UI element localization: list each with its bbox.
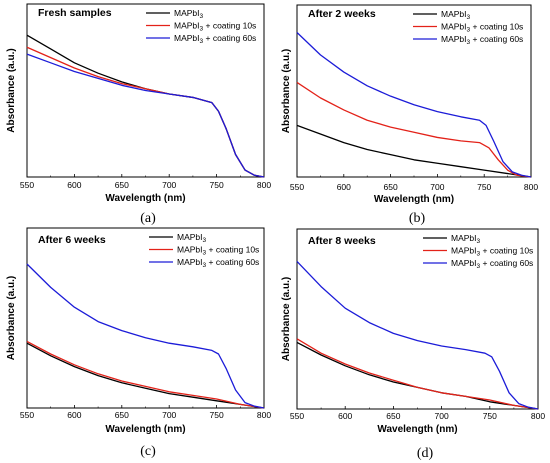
- series-line-2: [296, 338, 539, 410]
- panel-caption: (a): [140, 211, 156, 226]
- y-axis-label: Absorbance (a.u.): [281, 49, 292, 133]
- legend-label-1: MAPbI3: [174, 8, 204, 20]
- legend-label-2: MAPbI3 + coating 10s: [174, 21, 256, 33]
- x-tick-label: 650: [384, 182, 398, 192]
- series-line-2: [296, 81, 532, 178]
- x-tick-label: 650: [115, 180, 129, 190]
- x-tick-label: 800: [257, 180, 271, 190]
- series-line-1: [296, 124, 532, 178]
- panel-title: Fresh samples: [38, 7, 112, 19]
- series-line-1: [26, 342, 265, 409]
- x-tick-label: 750: [210, 180, 224, 190]
- x-axis-label: Wavelength (nm): [105, 193, 185, 204]
- legend-label-3: MAPbI3 + coating 60s: [451, 258, 533, 270]
- plot-frame: [296, 228, 539, 410]
- series-line-3: [296, 32, 532, 178]
- plot-frame: [26, 227, 265, 409]
- x-tick-label: 800: [531, 411, 545, 421]
- series-line-3: [296, 260, 539, 410]
- panel-caption: (b): [409, 211, 426, 226]
- x-tick-label: 750: [210, 410, 224, 420]
- x-tick-label: 550: [290, 182, 304, 192]
- x-tick-label: 700: [162, 410, 176, 420]
- x-tick-label: 600: [338, 411, 352, 421]
- series-line-3: [26, 263, 265, 409]
- panel-caption: (c): [140, 444, 156, 459]
- x-tick-label: 550: [290, 411, 304, 421]
- legend-label-1: MAPbI3: [441, 9, 471, 21]
- x-tick-label: 800: [257, 410, 271, 420]
- y-axis-label: Absorbance (a.u.): [281, 277, 292, 361]
- panel-title: After 8 weeks: [308, 235, 376, 247]
- panel-title: After 6 weeks: [38, 234, 106, 246]
- x-axis-label: Wavelength (nm): [377, 424, 457, 435]
- legend-label-3: MAPbI3 + coating 60s: [174, 33, 256, 45]
- legend-label-1: MAPbI3: [177, 232, 207, 244]
- legend-label-2: MAPbI3 + coating 10s: [451, 246, 533, 258]
- x-tick-label: 600: [67, 180, 81, 190]
- x-tick-label: 650: [115, 410, 129, 420]
- series-line-2: [26, 340, 265, 409]
- x-tick-label: 600: [337, 182, 351, 192]
- panel-title: After 2 weeks: [308, 8, 376, 20]
- chart-panel-1: 550 600 650 700 750 800 Wavelength (nm) Absorba…: [6, 3, 271, 226]
- y-axis-label: Absorbance (a.u.): [6, 276, 17, 360]
- chart-panel-4: 550 600 650 700 750 800 Wavelength (nm) Absorba…: [281, 228, 545, 461]
- x-tick-label: 550: [20, 410, 34, 420]
- chart-panel-3: 550 600 650 700 750 800 Wavelength (nm) Absorba…: [6, 227, 271, 459]
- x-tick-label: 650: [386, 411, 400, 421]
- series-line-3: [26, 53, 265, 178]
- x-tick-label: 550: [20, 180, 34, 190]
- x-axis-label: Wavelength (nm): [374, 194, 454, 205]
- x-tick-label: 750: [477, 182, 491, 192]
- y-axis-label: Absorbance (a.u.): [6, 48, 17, 132]
- legend-label-3: MAPbI3 + coating 60s: [177, 257, 259, 269]
- series-line-1: [26, 34, 265, 178]
- x-tick-label: 700: [435, 411, 449, 421]
- legend-label-2: MAPbI3 + coating 10s: [177, 245, 259, 257]
- x-tick-label: 750: [483, 411, 497, 421]
- x-tick-label: 700: [162, 180, 176, 190]
- panel-caption: (d): [417, 446, 434, 461]
- x-tick-label: 700: [430, 182, 444, 192]
- x-tick-label: 600: [67, 410, 81, 420]
- legend-label-2: MAPbI3 + coating 10s: [441, 22, 523, 34]
- x-axis-label: Wavelength (nm): [105, 424, 185, 435]
- x-tick-label: 800: [524, 182, 538, 192]
- legend-label-1: MAPbI3: [451, 233, 481, 245]
- legend-label-3: MAPbI3 + coating 60s: [441, 34, 523, 46]
- chart-panel-2: 550 600 650 700 750 800 Wavelength (nm) Absorba…: [281, 4, 538, 226]
